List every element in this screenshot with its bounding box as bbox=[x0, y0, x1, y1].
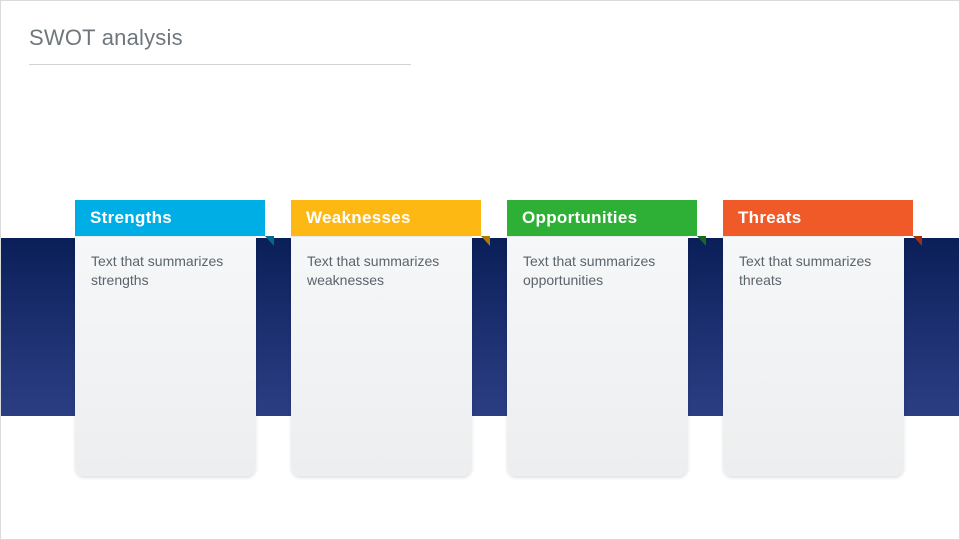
card-tab-opportunities: Opportunities bbox=[507, 200, 697, 236]
card-fold-strengths bbox=[265, 236, 274, 246]
card-opportunities: Opportunities Text that summarizes oppor… bbox=[507, 200, 697, 476]
card-fold-weaknesses bbox=[481, 236, 490, 246]
swot-cards: Strengths Text that summarizes strengths… bbox=[75, 200, 917, 476]
page-title: SWOT analysis bbox=[29, 25, 183, 51]
card-fold-threats bbox=[913, 236, 922, 246]
card-body-weaknesses: Text that summarizes weaknesses bbox=[291, 236, 472, 476]
card-text-weaknesses: Text that summarizes weaknesses bbox=[307, 252, 456, 290]
card-fold-opportunities bbox=[697, 236, 706, 246]
card-body-threats: Text that summarizes threats bbox=[723, 236, 904, 476]
card-body-opportunities: Text that summarizes opportunities bbox=[507, 236, 688, 476]
card-text-opportunities: Text that summarizes opportunities bbox=[523, 252, 672, 290]
card-text-threats: Text that summarizes threats bbox=[739, 252, 888, 290]
card-threats: Threats Text that summarizes threats bbox=[723, 200, 913, 476]
card-body-strengths: Text that summarizes strengths bbox=[75, 236, 256, 476]
card-weaknesses: Weaknesses Text that summarizes weakness… bbox=[291, 200, 481, 476]
swot-slide: SWOT analysis Strengths Text that summar… bbox=[0, 0, 960, 540]
card-strengths: Strengths Text that summarizes strengths bbox=[75, 200, 265, 476]
title-underline bbox=[29, 64, 411, 65]
card-tab-threats: Threats bbox=[723, 200, 913, 236]
card-tab-weaknesses: Weaknesses bbox=[291, 200, 481, 236]
card-tab-strengths: Strengths bbox=[75, 200, 265, 236]
card-text-strengths: Text that summarizes strengths bbox=[91, 252, 240, 290]
